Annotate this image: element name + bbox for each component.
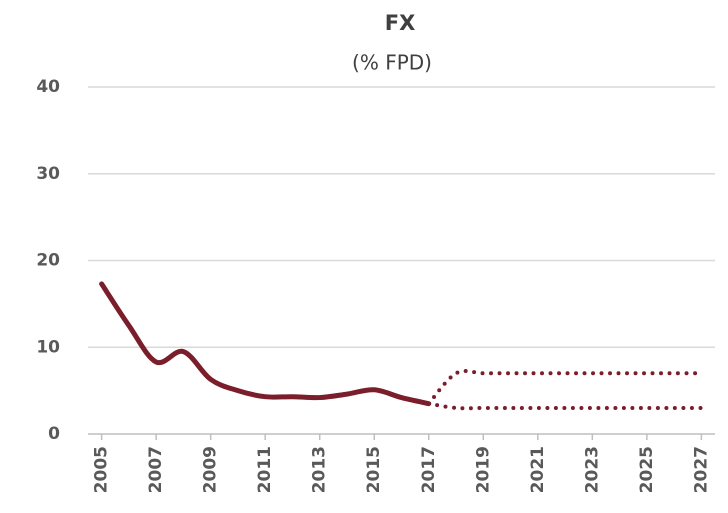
y-tick-label: 30 <box>36 164 60 184</box>
y-tick-label: 40 <box>36 77 60 97</box>
chart-title: FX <box>385 11 416 35</box>
y-tick-label: 10 <box>36 337 60 357</box>
y-tick-label: 0 <box>48 424 60 444</box>
x-tick-label: 2017 <box>419 446 439 493</box>
chart-subtitle: (% FPD) <box>352 51 432 75</box>
x-tick-label: 2015 <box>364 446 384 493</box>
x-tick-label: 2013 <box>310 446 330 493</box>
x-tick-label: 2007 <box>146 446 166 493</box>
line-series <box>426 369 704 406</box>
x-tick-label: 2019 <box>473 446 493 493</box>
x-tick-label: 2021 <box>528 446 548 493</box>
x-tick-label: 2011 <box>255 446 275 493</box>
x-tick-label: 2023 <box>582 446 602 493</box>
x-tick-label: 2009 <box>201 446 221 493</box>
x-tick-label: 2005 <box>92 446 112 493</box>
y-tick-label: 20 <box>36 251 60 271</box>
x-tick-label: 2025 <box>637 446 657 493</box>
x-tick-label: 2027 <box>691 446 711 493</box>
line-series <box>426 401 704 411</box>
line-series <box>99 281 432 407</box>
